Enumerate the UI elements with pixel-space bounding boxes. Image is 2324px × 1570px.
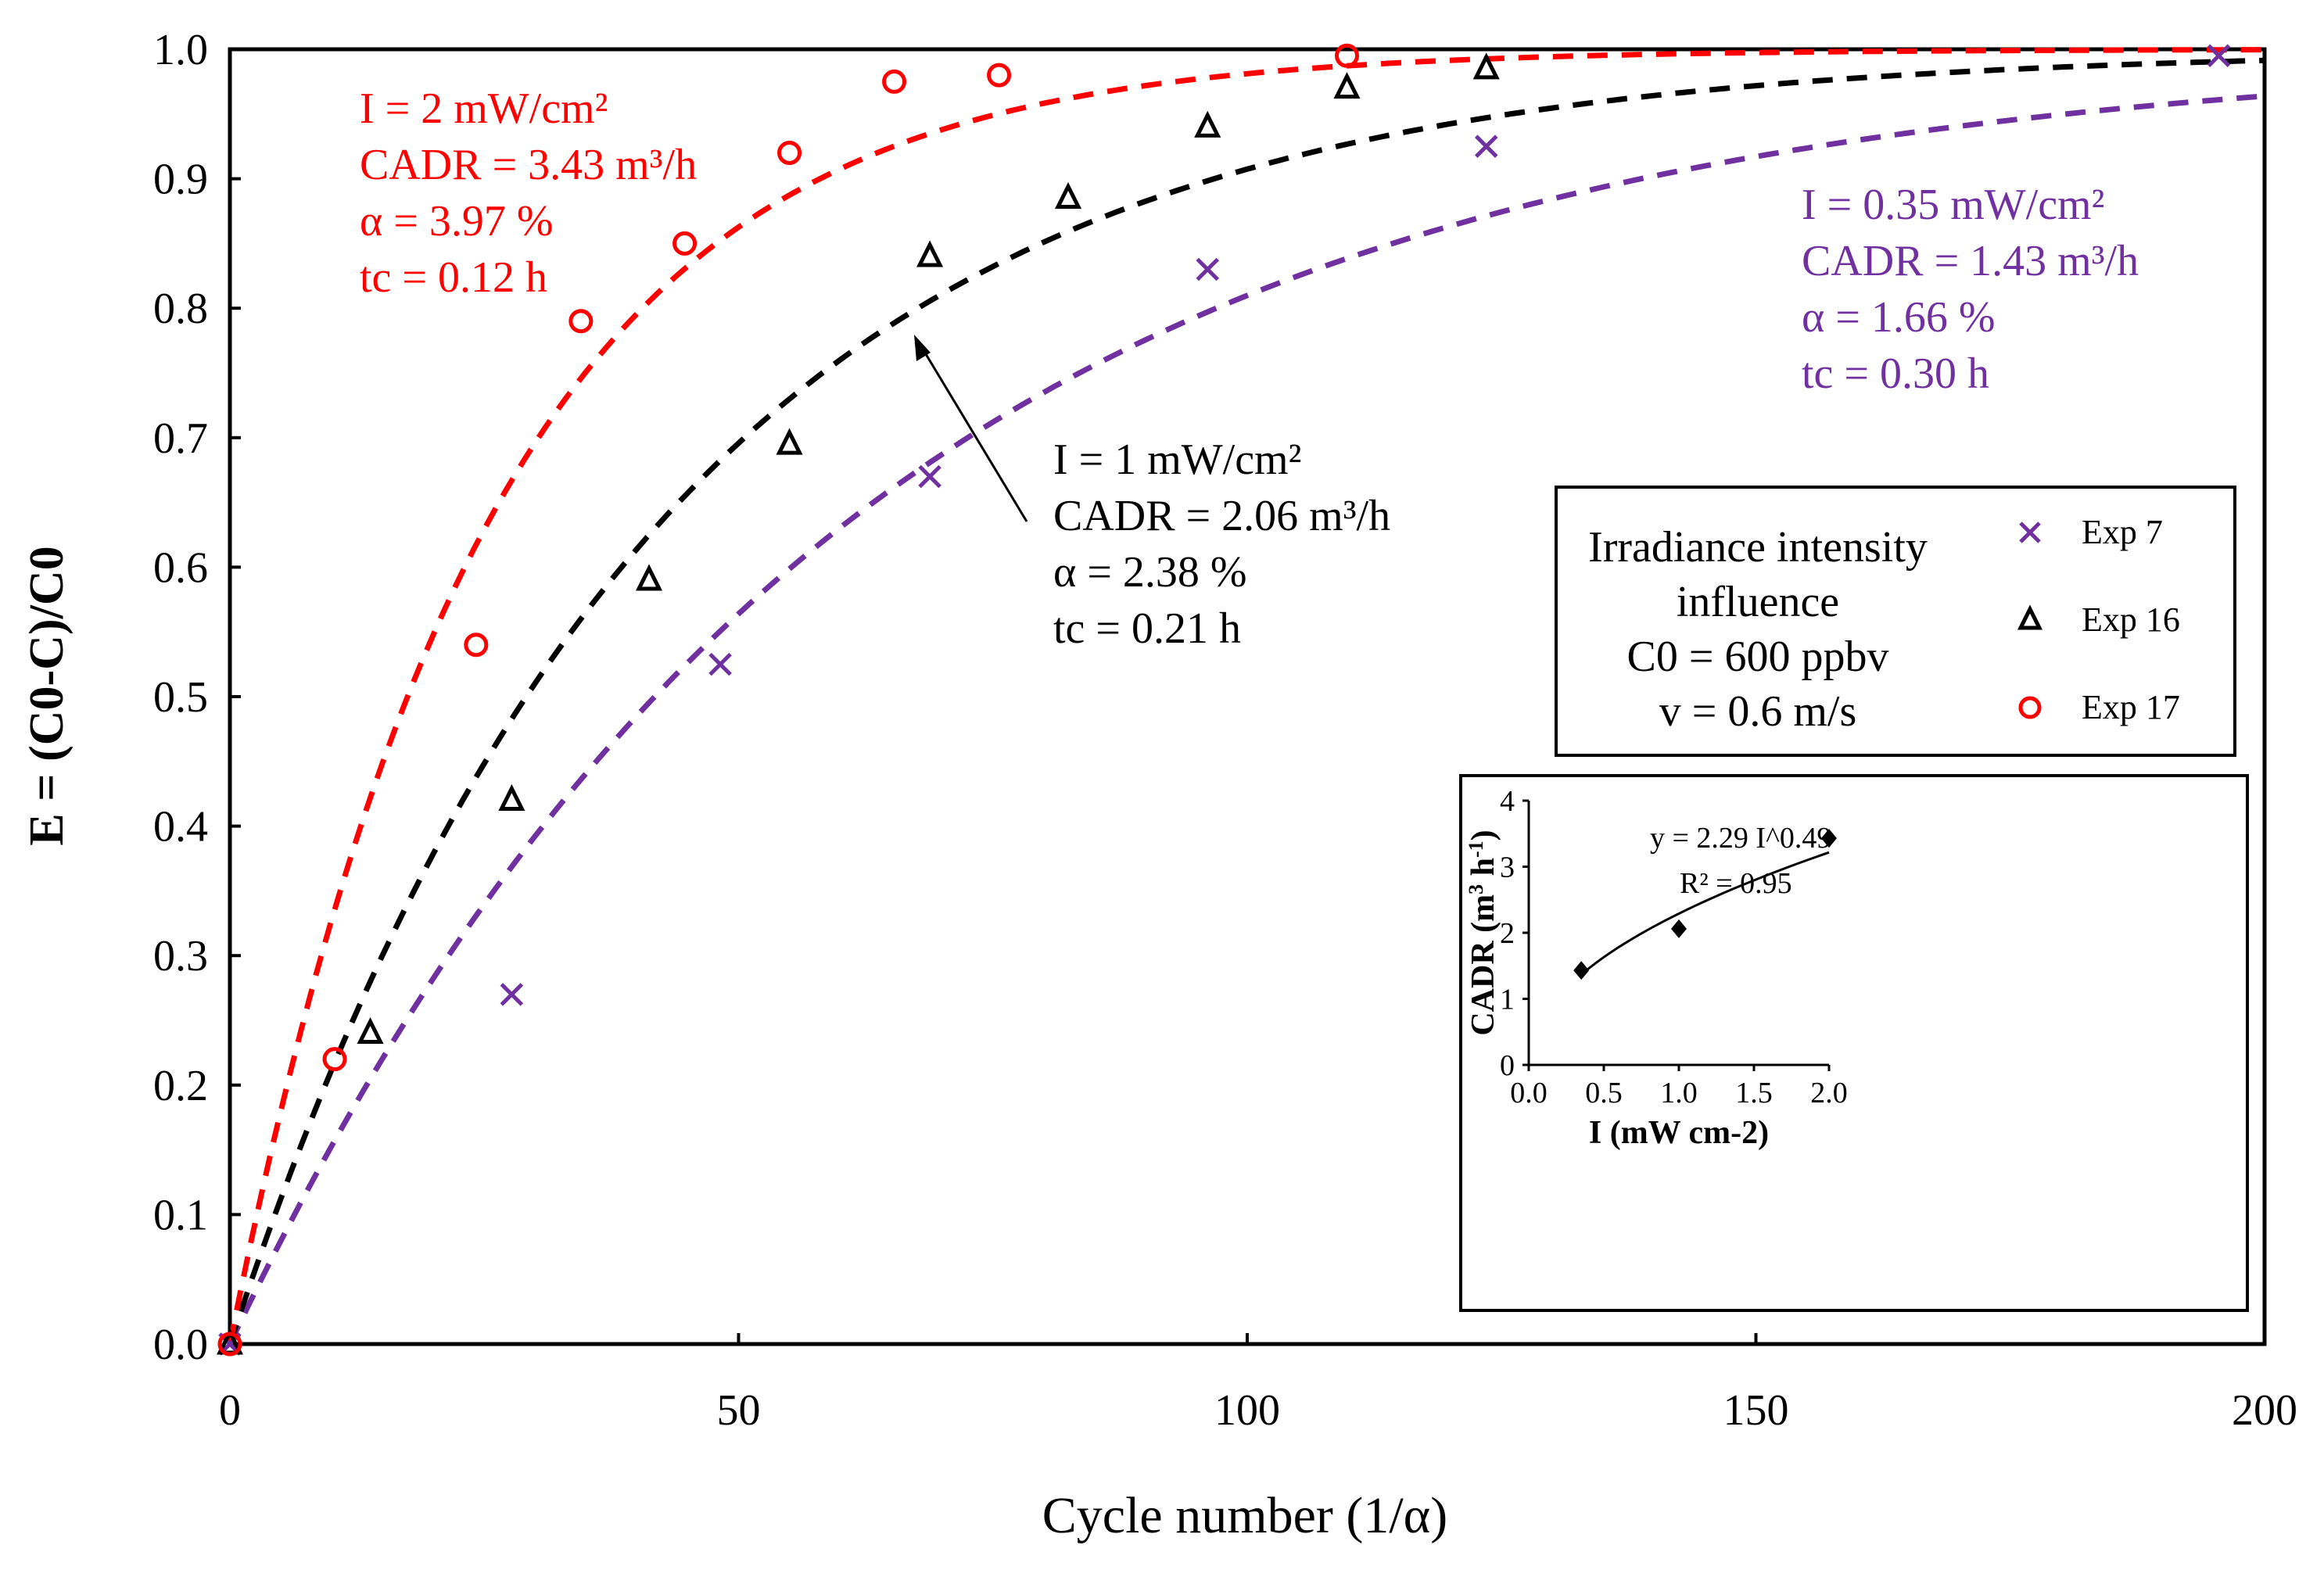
data-point-exp-7 — [500, 983, 524, 1006]
inset-fit-curve — [1580, 851, 1830, 976]
data-point-exp-17 — [322, 1047, 347, 1072]
y-tick-label: 0.4 — [153, 803, 208, 851]
inset-x-tick-label: 0.0 — [1510, 1077, 1548, 1109]
annotation-arrow — [917, 342, 1028, 522]
annotation-purple-line: tc = 0.30 h — [1802, 349, 1989, 398]
inset-y-tick-label: 1 — [1500, 984, 1515, 1016]
legend-title-line: v = 0.6 m/s — [1659, 687, 1857, 736]
data-point-exp-17 — [568, 309, 594, 334]
data-point-exp-7 — [2207, 44, 2231, 68]
inset-data-point — [1671, 919, 1687, 938]
data-point-exp-16 — [1054, 181, 1082, 209]
legend-entry: Exp 16 — [2082, 600, 2180, 639]
legend-title-line: influence — [1677, 578, 1839, 626]
data-point-exp-17 — [464, 633, 489, 658]
data-point-exp-16 — [1333, 72, 1361, 99]
data-point-exp-7 — [918, 464, 941, 489]
inset-x-tick-label: 1.0 — [1660, 1077, 1698, 1109]
fit-curve-exp-7 — [227, 93, 2265, 1346]
inset-r2: R² = 0.95 — [1680, 867, 1792, 900]
inset-data-point — [1573, 961, 1590, 980]
y-tick-label: 0.5 — [153, 673, 208, 722]
y-tick-label: 0.6 — [153, 543, 208, 592]
legend-entry: Exp 17 — [2082, 688, 2180, 726]
legend-entry: Exp 7 — [2082, 513, 2163, 551]
fit-curve-exp-17 — [227, 47, 2265, 1345]
inset-x-tick-label: 0.5 — [1585, 1077, 1623, 1109]
inset-y-axis-label: CADR (m3 h-1) — [1465, 830, 1502, 1035]
y-tick-label: 0.3 — [153, 932, 208, 980]
annotation-red-line: tc = 0.12 h — [360, 253, 547, 302]
inset-box — [1459, 774, 2249, 1312]
data-point-exp-17 — [777, 140, 802, 165]
annotation-red-line: I = 2 mW/cm² — [360, 84, 608, 133]
legend-marker-icon — [2019, 522, 2041, 543]
x-tick-label: 0 — [219, 1386, 241, 1435]
data-point-exp-16 — [1194, 110, 1221, 138]
x-axis-label: Cycle number (1/α) — [1042, 1487, 1447, 1544]
y-tick-label: 0.8 — [153, 285, 208, 333]
annotation-black-line: α = 2.38 % — [1053, 548, 1247, 597]
data-point-exp-17 — [217, 1332, 242, 1357]
data-point-exp-16 — [357, 1016, 384, 1045]
y-tick-label: 0.9 — [153, 156, 208, 204]
data-point-exp-7 — [708, 652, 732, 676]
y-tick-label: 0.0 — [153, 1321, 208, 1369]
fit-curve-exp-16 — [227, 57, 2265, 1346]
inset-y-tick-label: 4 — [1500, 785, 1515, 818]
data-point-exp-16 — [1472, 52, 1500, 80]
y-axis-label: E = (C0-C)/C0 — [20, 546, 74, 845]
legend-title-line: Irradiance intensity — [1588, 523, 1928, 572]
x-tick-label: 100 — [1214, 1386, 1280, 1435]
y-tick-label: 1.0 — [153, 26, 208, 74]
data-point-exp-17 — [1334, 43, 1359, 68]
y-tick-label: 0.1 — [153, 1191, 208, 1239]
data-point-exp-16 — [498, 783, 525, 811]
annotation-black-line: tc = 0.21 h — [1053, 604, 1241, 653]
annotation-red-line: CADR = 3.43 m³/h — [360, 141, 697, 189]
annotation-purple-line: α = 1.66 % — [1802, 293, 1996, 342]
annotation-red-line: α = 3.97 % — [360, 197, 554, 246]
inset-data-point — [1821, 829, 1837, 848]
legend-marker-icon — [2017, 604, 2043, 630]
inset-x-axis-label: I (mW cm-2) — [1589, 1115, 1769, 1151]
legend-title-line: C0 = 600 ppbv — [1627, 633, 1889, 681]
x-tick-label: 150 — [1723, 1386, 1789, 1435]
legend-box — [1555, 486, 2236, 757]
annotation-purple-line: CADR = 1.43 m³/h — [1802, 237, 2139, 285]
data-point-exp-7 — [1196, 257, 1220, 281]
annotation-black-line: I = 1 mW/cm² — [1053, 436, 1301, 484]
data-point-exp-7 — [1474, 134, 1498, 158]
data-point-exp-16 — [635, 564, 663, 591]
inset-y-tick-label: 3 — [1500, 851, 1515, 884]
inset-x-tick-label: 2.0 — [1810, 1077, 1848, 1109]
legend-marker-icon — [2018, 696, 2042, 719]
inset-equation: y = 2.29 I^0.49 — [1650, 822, 1831, 855]
x-tick-label: 200 — [2232, 1386, 2297, 1435]
inset-y-tick-label: 2 — [1500, 917, 1515, 950]
data-point-exp-17 — [987, 63, 1012, 88]
y-tick-label: 0.2 — [153, 1062, 208, 1110]
data-point-exp-17 — [882, 69, 907, 94]
x-tick-label: 50 — [717, 1386, 761, 1435]
data-point-exp-17 — [672, 231, 698, 256]
inset-y-tick-label: 0 — [1500, 1049, 1515, 1082]
inset-x-tick-label: 1.5 — [1735, 1077, 1773, 1109]
annotation-black-line: CADR = 2.06 m³/h — [1053, 492, 1390, 540]
data-point-exp-16 — [916, 240, 944, 267]
y-tick-label: 0.7 — [153, 414, 208, 463]
arrow-head-icon — [914, 335, 931, 361]
data-point-exp-16 — [776, 428, 803, 455]
annotation-purple-line: I = 0.35 mW/cm² — [1802, 181, 2104, 229]
